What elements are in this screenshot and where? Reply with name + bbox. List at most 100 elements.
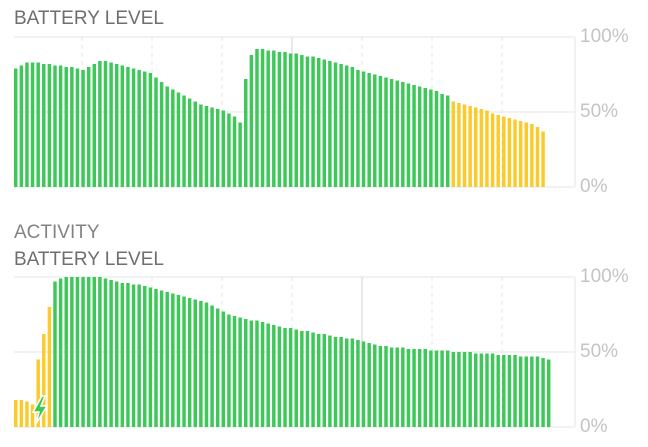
- bar: [42, 64, 46, 187]
- bar: [373, 74, 377, 187]
- bar: [58, 65, 63, 187]
- bar: [148, 73, 153, 187]
- bar: [462, 352, 467, 427]
- bar: [305, 331, 310, 427]
- bar: [176, 92, 181, 187]
- bar: [546, 359, 551, 427]
- bar: [373, 344, 377, 427]
- bar: [159, 290, 164, 427]
- bar: [344, 65, 349, 187]
- bar: [30, 62, 35, 187]
- bar: [524, 122, 528, 187]
- bar: [47, 307, 52, 427]
- bar: [412, 349, 416, 427]
- chart-1: 0% 50% 100%: [14, 26, 629, 197]
- bar: [148, 287, 153, 427]
- bar: [378, 76, 383, 187]
- y-tick-label: 50%: [580, 101, 618, 122]
- bar: [541, 358, 545, 427]
- bar: [311, 56, 315, 187]
- bar: [502, 116, 506, 187]
- y-tick-label: 100%: [580, 26, 629, 47]
- bar: [120, 65, 125, 187]
- bar: [25, 401, 29, 427]
- bar: [417, 349, 422, 427]
- bar: [541, 131, 545, 187]
- bar: [468, 106, 472, 187]
- bar: [333, 337, 338, 427]
- bar: [114, 281, 119, 427]
- bar: [193, 299, 197, 427]
- charging-icon: [31, 395, 49, 425]
- bar: [333, 62, 338, 187]
- bar: [496, 355, 500, 427]
- bar: [350, 338, 355, 427]
- bar: [457, 103, 461, 187]
- bar: [86, 277, 91, 427]
- bar: [227, 314, 231, 427]
- bar: [339, 337, 343, 427]
- bar: [25, 62, 29, 187]
- bar: [244, 79, 248, 187]
- bar: [266, 323, 270, 427]
- bar: [288, 53, 293, 187]
- bar: [384, 346, 388, 427]
- bar: [356, 340, 360, 427]
- bar: [244, 319, 248, 427]
- bar: [227, 113, 231, 187]
- bar: [137, 70, 141, 187]
- bar: [47, 64, 52, 187]
- bar: [70, 277, 74, 427]
- bar: [490, 113, 495, 187]
- bar: [395, 347, 399, 427]
- bar: [530, 124, 534, 187]
- bar: [429, 89, 433, 187]
- bar: [98, 277, 102, 427]
- bar: [171, 89, 175, 187]
- bar: [204, 302, 209, 427]
- bar: [58, 278, 63, 427]
- bar: [485, 110, 489, 187]
- bar: [75, 277, 80, 427]
- bar: [193, 101, 197, 187]
- bar: [395, 80, 399, 187]
- bar: [457, 352, 461, 427]
- bar: [474, 353, 478, 427]
- bar: [238, 122, 242, 187]
- bar: [255, 49, 259, 187]
- bar: [131, 284, 136, 427]
- bar: [518, 356, 523, 427]
- bar: [440, 350, 444, 427]
- bar: [300, 55, 304, 187]
- bar: [81, 277, 85, 427]
- bar: [14, 68, 18, 187]
- bar: [440, 94, 444, 187]
- section-heading: ACTIVITY: [14, 222, 100, 243]
- bar: [507, 355, 512, 427]
- bar: [401, 82, 405, 187]
- bar: [272, 325, 276, 427]
- bar: [417, 86, 422, 187]
- bar: [513, 119, 517, 187]
- bar: [30, 404, 35, 427]
- bar: [406, 83, 411, 187]
- bar: [367, 73, 371, 187]
- bar: [277, 326, 282, 427]
- bar: [199, 104, 203, 187]
- chart-title: BATTERY LEVEL: [14, 8, 164, 29]
- bar: [131, 68, 136, 187]
- bar: [462, 104, 467, 187]
- bar: [401, 347, 405, 427]
- bar: [137, 284, 141, 427]
- bar: [434, 91, 439, 187]
- bar: [221, 311, 226, 427]
- bar: [322, 59, 327, 187]
- bar: [496, 115, 500, 187]
- bar: [356, 70, 360, 187]
- bar: [255, 320, 259, 427]
- bar: [406, 349, 411, 427]
- bar: [300, 331, 304, 427]
- bar: [294, 53, 298, 187]
- bar: [260, 322, 265, 427]
